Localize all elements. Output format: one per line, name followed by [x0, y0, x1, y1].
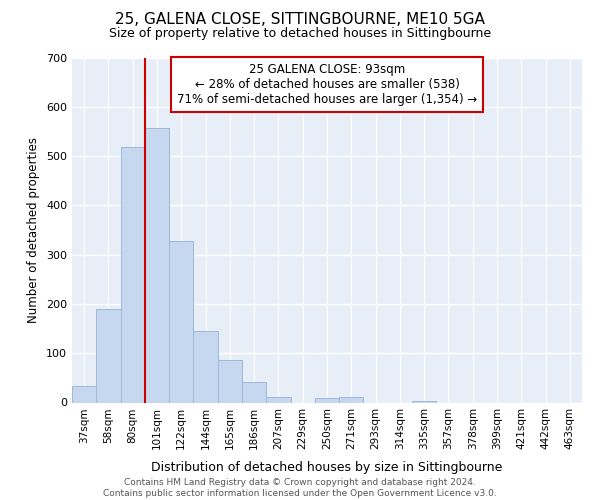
- Bar: [218, 360, 242, 403]
- Text: 25, GALENA CLOSE, SITTINGBOURNE, ME10 5GA: 25, GALENA CLOSE, SITTINGBOURNE, ME10 5G…: [115, 12, 485, 28]
- Bar: [315, 398, 339, 402]
- Bar: [339, 397, 364, 402]
- Bar: [145, 128, 169, 402]
- Bar: [266, 396, 290, 402]
- Bar: [72, 386, 96, 402]
- Y-axis label: Number of detached properties: Number of detached properties: [28, 137, 40, 323]
- Bar: [121, 147, 145, 403]
- Bar: [96, 309, 121, 402]
- Text: Size of property relative to detached houses in Sittingbourne: Size of property relative to detached ho…: [109, 28, 491, 40]
- Bar: [193, 331, 218, 402]
- X-axis label: Distribution of detached houses by size in Sittingbourne: Distribution of detached houses by size …: [151, 460, 503, 473]
- Text: 25 GALENA CLOSE: 93sqm
← 28% of detached houses are smaller (538)
71% of semi-de: 25 GALENA CLOSE: 93sqm ← 28% of detached…: [177, 62, 477, 106]
- Text: Contains HM Land Registry data © Crown copyright and database right 2024.
Contai: Contains HM Land Registry data © Crown c…: [103, 478, 497, 498]
- Bar: [169, 241, 193, 402]
- Bar: [412, 400, 436, 402]
- Bar: [242, 382, 266, 402]
